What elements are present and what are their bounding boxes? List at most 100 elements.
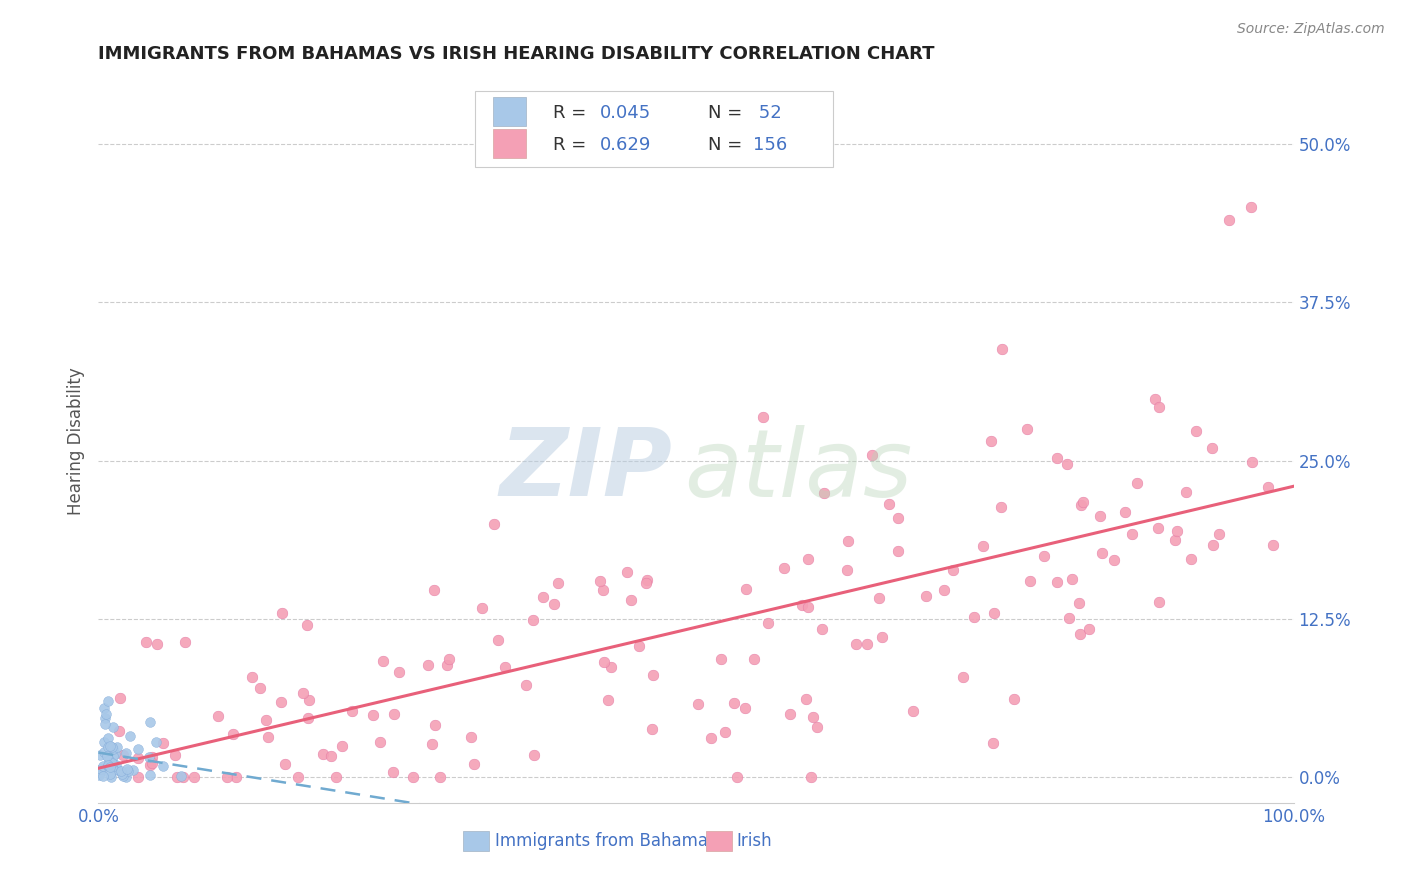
Point bbox=[877, 497, 900, 511]
Point bbox=[752, 409, 775, 424]
Point bbox=[98, 767, 121, 781]
Point bbox=[1146, 521, 1168, 535]
Point bbox=[169, 769, 191, 783]
Point bbox=[1091, 546, 1114, 560]
Point bbox=[543, 597, 565, 611]
Point bbox=[1144, 392, 1167, 406]
Point bbox=[901, 704, 924, 718]
Bar bbox=[706, 831, 731, 851]
Point bbox=[297, 711, 319, 725]
Point bbox=[297, 618, 319, 632]
Point bbox=[641, 723, 664, 737]
Point bbox=[249, 681, 271, 695]
Point bbox=[990, 500, 1012, 514]
Point bbox=[122, 764, 145, 778]
Point bbox=[104, 747, 127, 761]
Point bbox=[107, 764, 129, 778]
Point bbox=[835, 563, 858, 577]
Point bbox=[292, 686, 315, 700]
Point bbox=[254, 713, 277, 727]
Point bbox=[1114, 505, 1136, 519]
Point bbox=[330, 739, 353, 754]
Point bbox=[688, 697, 710, 711]
Point bbox=[620, 593, 643, 607]
Point bbox=[93, 745, 115, 759]
Point bbox=[111, 747, 134, 762]
Point bbox=[207, 709, 229, 723]
Point bbox=[423, 582, 446, 597]
Point bbox=[274, 756, 297, 771]
Text: 0.629: 0.629 bbox=[600, 136, 652, 153]
Point bbox=[1019, 574, 1042, 588]
Point bbox=[983, 607, 1005, 621]
Point bbox=[1184, 424, 1206, 438]
Point bbox=[104, 757, 127, 772]
Point bbox=[710, 652, 733, 666]
Text: 52: 52 bbox=[754, 103, 782, 122]
Point bbox=[93, 759, 115, 773]
Point bbox=[596, 693, 619, 707]
Bar bbox=[494, 97, 526, 126]
Point bbox=[700, 731, 723, 745]
Text: R =: R = bbox=[553, 103, 592, 122]
Point bbox=[319, 748, 342, 763]
Point bbox=[887, 544, 910, 558]
Point bbox=[1077, 622, 1099, 636]
Point bbox=[429, 771, 451, 785]
Point bbox=[856, 638, 879, 652]
Point bbox=[127, 771, 149, 785]
Point bbox=[962, 610, 984, 624]
Point bbox=[340, 705, 363, 719]
Point bbox=[117, 764, 139, 778]
Point bbox=[1166, 524, 1188, 538]
Point bbox=[471, 601, 494, 615]
Bar bbox=[494, 129, 526, 158]
Point bbox=[1126, 476, 1149, 491]
Point bbox=[97, 758, 120, 772]
FancyBboxPatch shape bbox=[475, 91, 834, 167]
Point bbox=[257, 730, 280, 744]
Text: 0.045: 0.045 bbox=[600, 103, 651, 122]
Point bbox=[101, 720, 124, 734]
Point bbox=[790, 598, 813, 612]
Point bbox=[145, 735, 167, 749]
Point bbox=[627, 639, 650, 653]
Point bbox=[93, 734, 115, 748]
Point bbox=[972, 539, 994, 553]
Point bbox=[388, 665, 411, 679]
Point bbox=[756, 615, 779, 630]
Point bbox=[934, 583, 956, 598]
Point bbox=[94, 717, 117, 731]
Point bbox=[1201, 441, 1223, 455]
Text: Irish: Irish bbox=[737, 832, 772, 850]
Point bbox=[1059, 611, 1081, 625]
Point bbox=[101, 756, 124, 771]
Point bbox=[1180, 551, 1202, 566]
Point bbox=[1062, 573, 1084, 587]
Point bbox=[837, 533, 859, 548]
Point bbox=[165, 748, 187, 763]
Point bbox=[637, 573, 659, 587]
Point bbox=[96, 749, 118, 764]
Point bbox=[599, 660, 621, 674]
Point bbox=[800, 771, 823, 785]
Point bbox=[271, 607, 294, 621]
Point bbox=[436, 657, 458, 672]
Point bbox=[240, 670, 263, 684]
Point bbox=[270, 695, 292, 709]
Point bbox=[118, 729, 141, 743]
Point bbox=[1069, 596, 1091, 610]
Point bbox=[152, 736, 174, 750]
Text: Immigrants from Bahamas: Immigrants from Bahamas bbox=[495, 832, 717, 850]
Point bbox=[173, 635, 195, 649]
Point bbox=[89, 747, 111, 762]
Point bbox=[494, 659, 516, 673]
Point bbox=[980, 434, 1002, 449]
Point bbox=[1102, 552, 1125, 566]
Point bbox=[1164, 533, 1187, 547]
Point bbox=[463, 757, 485, 772]
Point bbox=[117, 762, 139, 776]
Point bbox=[725, 771, 748, 785]
Point bbox=[636, 576, 658, 591]
Point bbox=[215, 771, 238, 785]
